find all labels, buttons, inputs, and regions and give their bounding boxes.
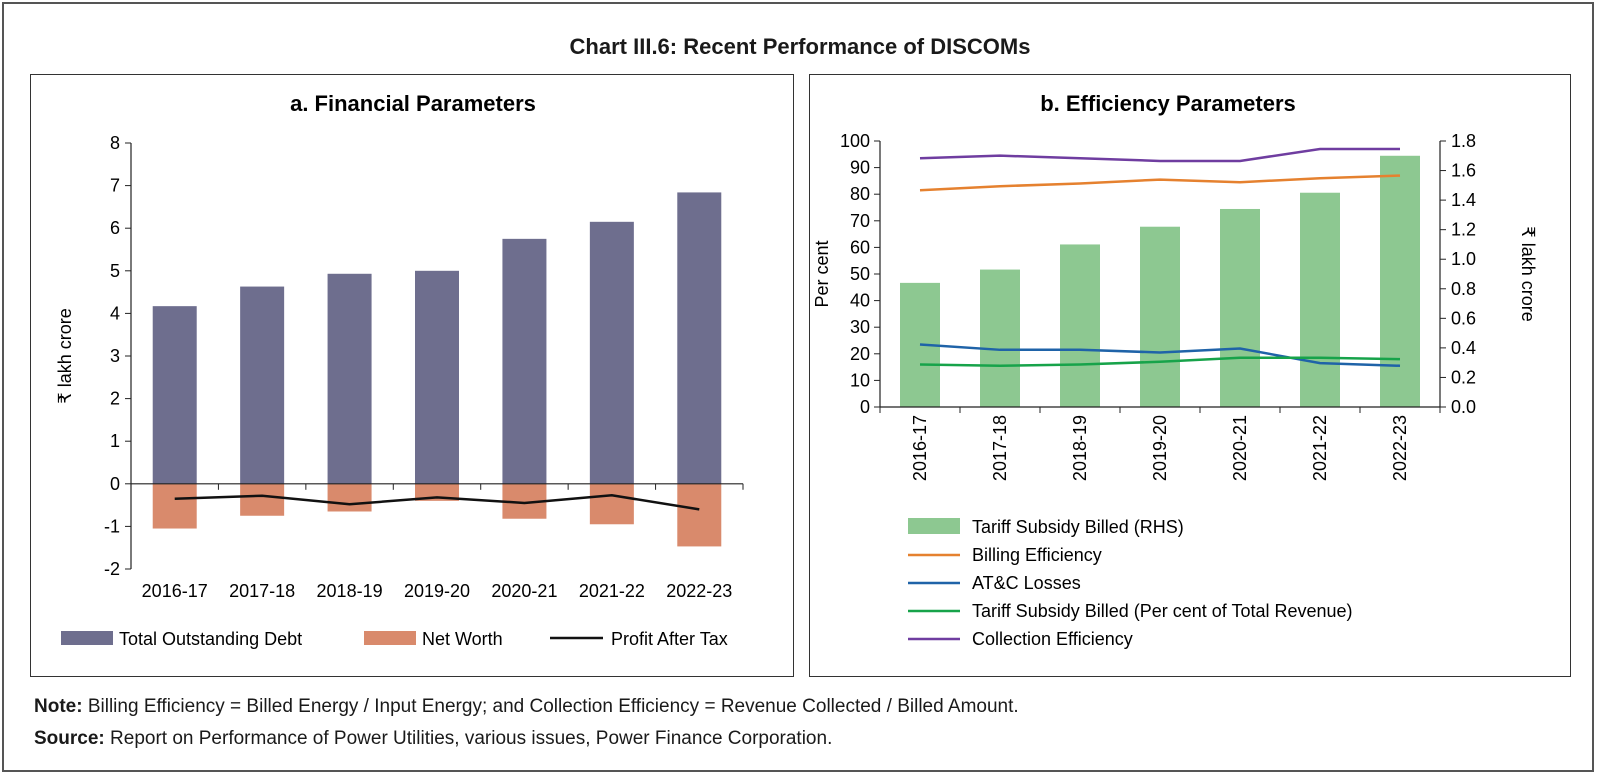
x-category-label: 2022-23 — [1390, 415, 1410, 481]
y-tick-label: 7 — [110, 176, 120, 196]
debt-bar — [589, 221, 634, 484]
x-category-label: 2020-21 — [1230, 415, 1250, 481]
billing-efficiency-line — [919, 174, 1401, 192]
x-category-label: 2018-19 — [1070, 415, 1090, 481]
source-text: Report on Performance of Power Utilities… — [110, 728, 833, 749]
y-right-tick-label: 0.6 — [1451, 308, 1476, 328]
legend-tariff-subsidy-label: Tariff Subsidy Billed (RHS) — [972, 517, 1184, 537]
tariff-subsidy-bar — [1220, 208, 1260, 407]
tariff-subsidy-bar — [1060, 244, 1100, 407]
legend-atc-losses-label: AT&C Losses — [972, 573, 1081, 593]
tariff-subsidy-bar — [1380, 155, 1420, 407]
y-tick-label: 1 — [110, 431, 120, 451]
note-text: Billing Efficiency = Billed Energy / Inp… — [87, 696, 1019, 717]
y-right-tick-label: 1.0 — [1451, 249, 1476, 269]
legend-net-worth-swatch — [364, 631, 416, 645]
panel-b-title: b. Efficiency Parameters — [1040, 91, 1296, 116]
y-tick-label: 0 — [110, 474, 120, 494]
net-worth-bar — [677, 483, 722, 547]
tariff-subsidy-bar — [1140, 226, 1180, 407]
y-right-tick-label: 0.8 — [1451, 279, 1476, 299]
financial-parameters-chart: a. Financial Parameters -2 -1 0 1 2 3 4 5 6 7 8 ₹ la… — [55, 91, 744, 649]
y-right-tick-label: 1.8 — [1451, 131, 1476, 151]
debt-bar — [240, 286, 285, 484]
net-worth-bar — [327, 483, 372, 512]
tariff-subsidy-bar — [980, 269, 1020, 407]
tariff-subsidy-percent-line — [919, 356, 1401, 368]
y-left-tick-label: 40 — [850, 291, 870, 311]
debt-bar — [502, 238, 547, 484]
debt-bar — [152, 306, 197, 484]
efficiency-parameters-chart: b. Efficiency Parameters 0 10 20 30 40 50 60 70 8… — [812, 91, 1538, 649]
net-worth-bar — [589, 483, 634, 525]
y-right-tick-label: 1.2 — [1451, 220, 1476, 240]
debt-bar — [415, 270, 459, 484]
net-worth-bar — [415, 483, 459, 501]
x-category-label: 2016-17 — [142, 581, 208, 601]
legend-tariff-subsidy-swatch — [908, 518, 960, 534]
y-left-tick-label: 50 — [850, 264, 870, 284]
y-left-tick-label: 70 — [850, 211, 870, 231]
collection-efficiency-line — [919, 147, 1400, 163]
y-left-axis-label: Per cent — [812, 240, 832, 307]
source-label: Source: — [34, 728, 105, 749]
panel-financial-parameters: a. Financial Parameters -2 -1 0 1 2 3 4 5 6 7 8 ₹ la… — [30, 74, 794, 677]
legend-tariff-subsidy-percent-label: Tariff Subsidy Billed (Per cent of Total… — [972, 601, 1353, 621]
y-left-tick-label: 20 — [850, 344, 870, 364]
debt-bar — [327, 273, 372, 484]
y-left-tick-label: 80 — [850, 184, 870, 204]
x-category-label: 2019-20 — [404, 581, 470, 601]
y-right-tick-label: 0.4 — [1451, 338, 1476, 358]
profit-after-tax-line — [174, 494, 700, 511]
x-category-label: 2017-18 — [990, 415, 1010, 481]
legend-billing-efficiency-label: Billing Efficiency — [972, 545, 1102, 565]
legend-pat-label: Profit After Tax — [611, 629, 728, 649]
y-tick-label: 8 — [110, 133, 120, 153]
x-category-label: 2019-20 — [1150, 415, 1170, 481]
note-line: Note: Billing Efficiency = Billed Energy… — [34, 696, 1019, 718]
chart-title: Chart III.6: Recent Performance of DISCO… — [569, 34, 1031, 59]
y-left-tick-label: 100 — [840, 131, 870, 151]
y-right-tick-label: 0.2 — [1451, 367, 1476, 387]
y-right-tick-label: 0.0 — [1451, 397, 1476, 417]
y-left-tick-label: 10 — [850, 370, 870, 390]
atc-losses-line — [919, 343, 1401, 368]
y-tick-label: 6 — [110, 218, 120, 238]
x-category-label: 2016-17 — [910, 415, 930, 481]
panel-a-title: a. Financial Parameters — [290, 91, 536, 116]
y-right-tick-label: 1.4 — [1451, 190, 1476, 210]
y-left-tick-label: 0 — [860, 397, 870, 417]
x-category-label: 2021-22 — [579, 581, 645, 601]
y-tick-label: -2 — [104, 559, 120, 579]
x-category-label: 2020-21 — [491, 581, 557, 601]
debt-bar — [677, 192, 722, 484]
legend-collection-efficiency-label: Collection Efficiency — [972, 629, 1133, 649]
note-label: Note: — [34, 696, 83, 717]
y-tick-label: 2 — [110, 389, 120, 409]
y-left-tick-label: 90 — [850, 158, 870, 178]
y-left-tick-label: 60 — [850, 237, 870, 257]
y-right-tick-label: 1.6 — [1451, 161, 1476, 181]
y-tick-label: 5 — [110, 261, 120, 281]
source-line: Source: Report on Performance of Power U… — [34, 728, 832, 750]
legend-net-worth-label: Net Worth — [422, 629, 503, 649]
y-right-axis-label: ₹ lakh crore — [1518, 226, 1538, 321]
x-category-label: 2017-18 — [229, 581, 295, 601]
x-category-label: 2022-23 — [666, 581, 732, 601]
panel-efficiency-parameters: b. Efficiency Parameters 0 10 20 30 40 50 60 70 8… — [809, 74, 1571, 677]
x-category-label: 2018-19 — [317, 581, 383, 601]
y-left-tick-label: 30 — [850, 317, 870, 337]
legend-debt-label: Total Outstanding Debt — [119, 629, 302, 649]
net-worth-bar — [152, 483, 197, 529]
y-tick-label: 4 — [110, 303, 120, 323]
tariff-subsidy-bar — [1300, 192, 1340, 407]
x-category-label: 2021-22 — [1310, 415, 1330, 481]
y-axis-label: ₹ lakh crore — [55, 308, 75, 403]
legend-debt-swatch — [61, 631, 113, 645]
y-tick-label: -1 — [104, 516, 120, 536]
net-worth-bar — [240, 483, 285, 516]
y-tick-label: 3 — [110, 346, 120, 366]
